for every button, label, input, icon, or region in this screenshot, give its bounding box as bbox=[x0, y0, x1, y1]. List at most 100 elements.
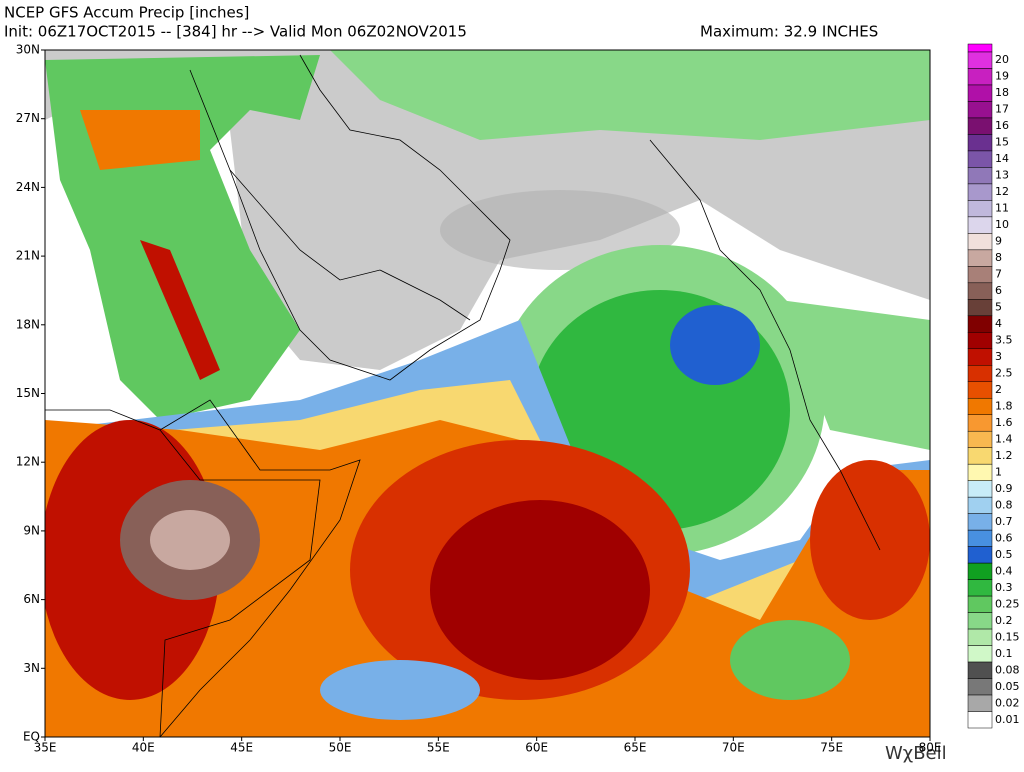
colorbar-label: 0.9 bbox=[995, 482, 1013, 495]
lat-label: 3N bbox=[23, 661, 40, 675]
lat-label: EQ bbox=[23, 730, 40, 744]
lon-label: 75E bbox=[820, 741, 843, 755]
colorbar-swatch bbox=[967, 546, 993, 564]
colorbar-swatch bbox=[967, 645, 993, 663]
colorbar-swatch bbox=[967, 628, 993, 646]
colorbar-swatch bbox=[967, 579, 993, 597]
lat-label: 30N bbox=[16, 43, 40, 57]
colorbar: 20 19 18 17 16 15 14 13 12 11 10 9 8 7 6 5 4 3.5 3 2.5 2 1.8 1… bbox=[967, 43, 1020, 729]
colorbar-label: 0.7 bbox=[995, 515, 1013, 528]
colorbar-swatch bbox=[967, 694, 993, 712]
colorbar-label: 3 bbox=[995, 350, 1002, 363]
colorbar-label: 1.4 bbox=[995, 432, 1013, 445]
colorbar-label: 0.6 bbox=[995, 531, 1013, 544]
colorbar-label: 0.1 bbox=[995, 647, 1013, 660]
colorbar-swatch bbox=[967, 529, 993, 547]
colorbar-swatch bbox=[967, 117, 993, 135]
colorbar-swatch bbox=[967, 414, 993, 432]
lon-label: 60E bbox=[525, 741, 548, 755]
lat-label: 15N bbox=[16, 386, 40, 400]
lon-label: 40E bbox=[132, 741, 155, 755]
colorbar-label: 3.5 bbox=[995, 334, 1013, 347]
colorbar-swatch bbox=[967, 332, 993, 350]
colorbar-swatch bbox=[967, 463, 993, 481]
colorbar-swatch bbox=[967, 513, 993, 531]
colorbar-label: 15 bbox=[995, 136, 1009, 149]
colorbar-label: 16 bbox=[995, 119, 1009, 132]
colorbar-swatch bbox=[967, 150, 993, 168]
colorbar-swatch bbox=[967, 282, 993, 300]
colorbar-swatch bbox=[967, 134, 993, 152]
colorbar-swatch bbox=[967, 661, 993, 679]
colorbar-label: 6 bbox=[995, 284, 1002, 297]
colorbar-swatch bbox=[967, 183, 993, 201]
colorbar-label: 9 bbox=[995, 235, 1002, 248]
colorbar-swatch bbox=[967, 249, 993, 267]
colorbar-label: 2.5 bbox=[995, 367, 1013, 380]
precip-map bbox=[45, 50, 930, 737]
colorbar-swatch bbox=[967, 101, 993, 119]
lat-label: 12N bbox=[16, 455, 40, 469]
colorbar-label: 1.2 bbox=[995, 449, 1013, 462]
colorbar-label: 20 bbox=[995, 53, 1009, 66]
colorbar-label: 5 bbox=[995, 301, 1002, 314]
lat-label: 21N bbox=[16, 249, 40, 263]
colorbar-swatch bbox=[967, 348, 993, 366]
colorbar-swatch bbox=[967, 612, 993, 630]
colorbar-label: 0.4 bbox=[995, 564, 1013, 577]
colorbar-label: 0.5 bbox=[995, 548, 1013, 561]
lat-label: 6N bbox=[23, 592, 40, 606]
colorbar-swatch bbox=[967, 381, 993, 399]
colorbar-swatch bbox=[967, 480, 993, 498]
colorbar-label: 19 bbox=[995, 70, 1009, 83]
colorbar-swatch bbox=[967, 216, 993, 234]
colorbar-swatch bbox=[967, 430, 993, 448]
lon-label: 65E bbox=[624, 741, 647, 755]
lat-label: 9N bbox=[23, 523, 40, 537]
lat-label: 18N bbox=[16, 317, 40, 331]
colorbar-label: 0.01 bbox=[995, 713, 1020, 726]
lon-label: 50E bbox=[329, 741, 352, 755]
colorbar-label: 7 bbox=[995, 268, 1002, 281]
colorbar-label: 18 bbox=[995, 86, 1009, 99]
colorbar-label: 8 bbox=[995, 251, 1002, 264]
colorbar-swatch bbox=[967, 562, 993, 580]
colorbar-label: 11 bbox=[995, 202, 1009, 215]
colorbar-swatch bbox=[967, 447, 993, 465]
colorbar-label: 13 bbox=[995, 169, 1009, 182]
colorbar-label: 0.3 bbox=[995, 581, 1013, 594]
colorbar-swatch bbox=[967, 496, 993, 514]
colorbar-swatch bbox=[967, 315, 993, 333]
colorbar-label: 2 bbox=[995, 383, 1002, 396]
colorbar-label: 0.02 bbox=[995, 696, 1020, 709]
colorbar-swatch bbox=[967, 84, 993, 102]
colorbar-swatch bbox=[967, 711, 993, 729]
colorbar-swatch bbox=[967, 595, 993, 613]
colorbar-label: 0.08 bbox=[995, 663, 1020, 676]
colorbar-label: 0.8 bbox=[995, 498, 1013, 511]
lon-label: 80E bbox=[919, 741, 942, 755]
colorbar-label: 0.2 bbox=[995, 614, 1013, 627]
colorbar-swatch bbox=[967, 68, 993, 86]
colorbar-label: 12 bbox=[995, 185, 1009, 198]
lon-label: 55E bbox=[427, 741, 450, 755]
colorbar-swatch bbox=[967, 51, 993, 69]
colorbar-swatch bbox=[967, 365, 993, 383]
colorbar-label: 14 bbox=[995, 152, 1009, 165]
colorbar-label: 1.6 bbox=[995, 416, 1013, 429]
watermark: WχBell bbox=[885, 743, 947, 764]
colorbar-swatch bbox=[967, 397, 993, 415]
init-line: Init: 06Z17OCT2015 -- [384] hr --> Valid… bbox=[4, 23, 467, 41]
colorbar-swatch bbox=[967, 299, 993, 317]
title: NCEP GFS Accum Precip [inches] bbox=[4, 4, 249, 22]
colorbar-label: 17 bbox=[995, 103, 1009, 116]
maximum: Maximum: 32.9 INCHES bbox=[700, 23, 878, 41]
colorbar-label: 0.25 bbox=[995, 597, 1020, 610]
colorbar-label: 1 bbox=[995, 465, 1002, 478]
lon-label: 70E bbox=[722, 741, 745, 755]
colorbar-label: 10 bbox=[995, 218, 1009, 231]
lat-label: 27N bbox=[16, 111, 40, 125]
colorbar-swatch bbox=[967, 233, 993, 251]
lon-label: 35E bbox=[34, 741, 57, 755]
